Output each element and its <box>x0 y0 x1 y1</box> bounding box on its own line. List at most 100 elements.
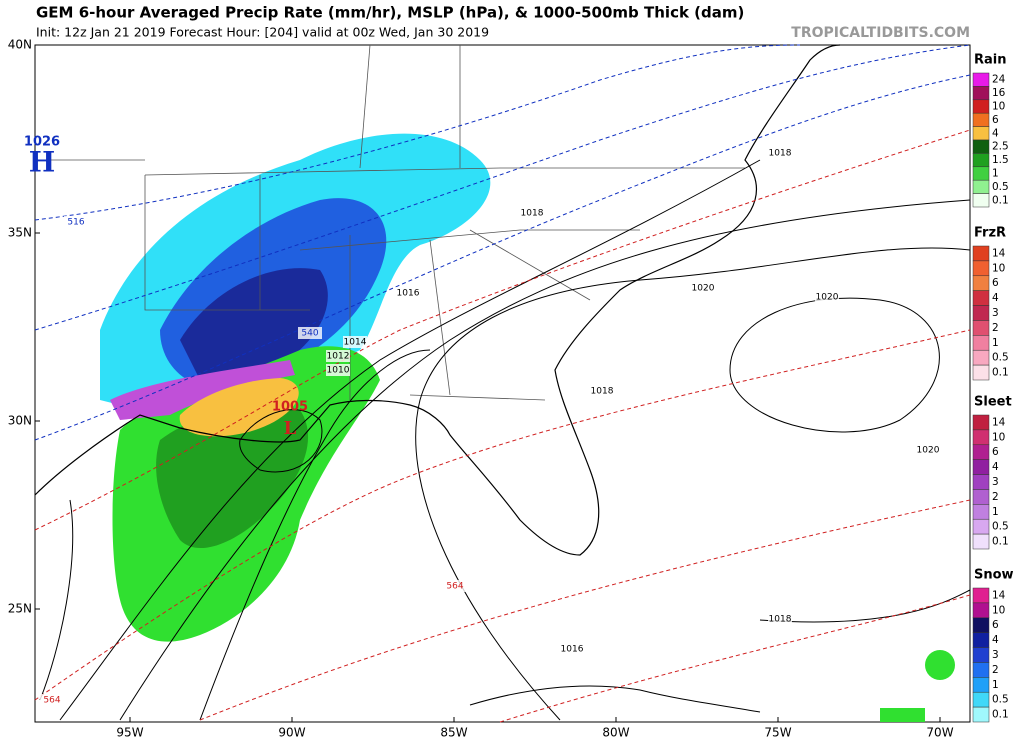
label-bg <box>691 282 715 294</box>
legend-label: 1.5 <box>992 154 1009 166</box>
legend-swatch <box>972 647 990 663</box>
legend-swatch <box>972 245 990 262</box>
legend-label: 14 <box>992 589 1006 601</box>
legend-label: 1 <box>992 168 999 180</box>
legend-swatch <box>972 533 990 550</box>
legend-swatch <box>972 290 990 306</box>
legend-label: 4 <box>992 461 999 473</box>
legend-label: 6 <box>992 446 999 458</box>
contour-label: 564 <box>43 696 60 706</box>
sleet <box>110 360 295 420</box>
legend-swatch <box>972 86 990 101</box>
lon-label: 75W <box>764 726 791 740</box>
legend-title: Sleet <box>974 395 1012 410</box>
rain-patch <box>925 650 955 680</box>
label-bg <box>768 613 792 625</box>
rain-heavy <box>179 378 299 437</box>
title: GEM 6-hour Averaged Precip Rate (mm/hr),… <box>36 4 744 22</box>
legend-label: 10 <box>992 101 1005 113</box>
contour-label: 1018 <box>521 209 544 219</box>
legend-swatch <box>972 260 990 277</box>
snow-heavy <box>180 268 328 380</box>
legend-swatch <box>972 349 990 366</box>
label-bg <box>443 580 467 592</box>
legend-label: 3 <box>992 476 999 488</box>
center-letter: L <box>284 418 297 439</box>
legend-swatch <box>972 179 990 194</box>
legend-swatch <box>972 706 990 723</box>
legend-label: 1 <box>992 337 999 349</box>
legend-label: 4 <box>992 127 999 139</box>
legend-label: 0.1 <box>992 536 1009 548</box>
legend-title: Snow <box>974 568 1014 583</box>
legend-swatch <box>972 305 990 321</box>
legend-swatch <box>972 139 990 154</box>
contour-label: 1020 <box>692 284 715 294</box>
coastline <box>34 44 841 556</box>
lat-label: 35N <box>8 226 32 240</box>
label-bg <box>590 385 614 397</box>
label-bg <box>326 350 350 362</box>
label-bg <box>768 147 792 159</box>
legend-swatch <box>972 602 990 619</box>
contour-label: 1016 <box>561 645 584 655</box>
contour-label: 564 <box>446 582 463 592</box>
contour-label: 1018 <box>769 149 792 159</box>
legend-label: 0.1 <box>992 709 1009 721</box>
legend-label: 2 <box>992 664 999 676</box>
legend-label: 0.5 <box>992 694 1009 706</box>
contour-label: 1018 <box>769 615 792 625</box>
legend-swatch <box>972 414 990 431</box>
state-lines <box>35 44 745 401</box>
contour-label: 1014 <box>344 338 367 348</box>
lon-label: 80W <box>602 726 629 740</box>
legend-swatch <box>972 587 990 604</box>
legend-swatch <box>972 677 990 693</box>
legend-label: 1 <box>992 679 999 691</box>
lon-label: 85W <box>440 726 467 740</box>
legend-label: 0.1 <box>992 194 1009 206</box>
legend-label: 24 <box>992 74 1006 86</box>
center-value: 1026 <box>24 135 60 150</box>
lat-label: 25N <box>8 602 32 616</box>
legend-swatch <box>972 691 990 708</box>
legend-label: 10 <box>992 262 1005 274</box>
legend-swatch <box>972 617 990 633</box>
label-bg <box>64 216 88 228</box>
legend-label: 4 <box>992 634 999 646</box>
center-letter: H <box>29 146 55 179</box>
label-bg <box>560 643 584 655</box>
legend-label: 0.5 <box>992 181 1009 193</box>
legend-swatch <box>972 335 990 351</box>
legend-title: FrzR <box>974 226 1006 241</box>
subtitle: Init: 12z Jan 21 2019 Forecast Hour: [20… <box>36 25 489 40</box>
legend-label: 10 <box>992 604 1005 616</box>
legend-label: 6 <box>992 619 999 631</box>
legend-label: 4 <box>992 292 999 304</box>
legend-label: 1 <box>992 506 999 518</box>
legend-swatch <box>972 193 990 208</box>
legend-label: 10 <box>992 431 1005 443</box>
contour-label: 1010 <box>327 366 350 376</box>
legend-swatch <box>972 632 990 648</box>
legend-label: 3 <box>992 649 999 661</box>
legend-swatch <box>972 518 990 535</box>
coastline <box>39 499 74 701</box>
legend-swatch <box>972 72 990 87</box>
legend-swatch <box>972 364 990 381</box>
legend-label: 2.5 <box>992 141 1009 153</box>
contour-label: 1016 <box>397 289 420 299</box>
thickness-lines <box>34 44 971 723</box>
legend-label: 6 <box>992 114 999 126</box>
legend-label: 16 <box>992 87 1006 99</box>
center-value: 1005 <box>272 400 308 415</box>
label-bg <box>343 336 367 348</box>
label-bg <box>520 207 544 219</box>
legend-label: 0.5 <box>992 352 1009 364</box>
lat-label: 30N <box>8 414 32 428</box>
watermark: TROPICALTIDBITS.COM <box>791 25 970 41</box>
legend-swatch <box>972 474 990 490</box>
legend-swatch <box>972 153 990 168</box>
legend-label: 2 <box>992 322 999 334</box>
